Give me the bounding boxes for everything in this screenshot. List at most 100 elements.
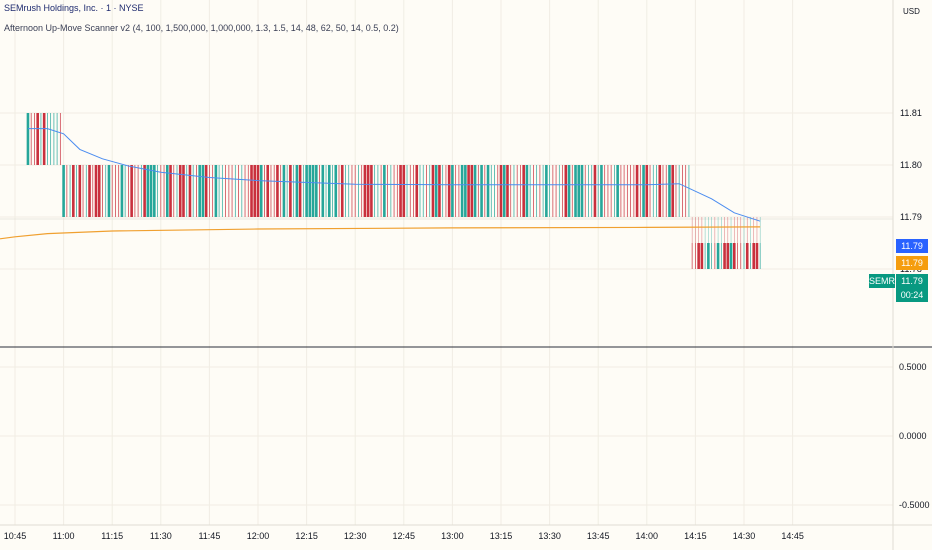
candle-body: [256, 165, 260, 217]
candle-body: [78, 165, 82, 217]
time-tick-label: 12:45: [393, 531, 416, 541]
candle-body: [470, 165, 474, 217]
time-tick-label: 11:00: [53, 531, 75, 541]
candle-body: [635, 165, 639, 217]
time-tick-label: 11:45: [198, 531, 220, 541]
time-tick-label: 14:00: [636, 531, 659, 541]
time-tick-label: 13:30: [538, 531, 561, 541]
grid: [0, 0, 893, 525]
ticker-badge: SEMR: [869, 274, 896, 288]
indicator-tick-label: 0.5000: [899, 362, 927, 372]
symbol-title[interactable]: SEMrush Holdings, Inc. · 1 · NYSE: [4, 3, 144, 13]
candle-body: [723, 243, 726, 269]
candle-body: [716, 243, 720, 269]
candle-body: [525, 165, 529, 217]
time-tick-label: 14:30: [733, 531, 756, 541]
candle-body: [502, 165, 506, 217]
candle-body: [460, 165, 464, 217]
time-tick-label: 14:45: [781, 531, 804, 541]
indicator-tick-label: -0.5000: [899, 500, 930, 510]
candle-body: [464, 165, 467, 217]
candle-body: [204, 165, 208, 217]
candle-body: [250, 165, 253, 217]
candle-body: [755, 243, 759, 269]
candle-body: [153, 165, 156, 217]
time-tick-label: 14:15: [684, 531, 707, 541]
vwap-value-badge: 11.79: [896, 256, 928, 270]
candle-body: [295, 165, 299, 217]
time-tick-label: 11:30: [150, 531, 172, 541]
candle-body: [266, 165, 270, 217]
price-tick-label: 11.80: [900, 160, 922, 170]
candle-body: [26, 113, 30, 165]
candle-body: [282, 165, 286, 217]
candle-body: [567, 165, 571, 217]
candle-body: [480, 165, 483, 217]
candle-body: [169, 165, 172, 217]
candle-body: [88, 165, 91, 217]
bar-countdown-badge: 00:24: [896, 288, 928, 302]
candle-body: [383, 165, 386, 217]
candle-body: [311, 165, 315, 217]
moving-average-line: [28, 128, 761, 222]
candle-body: [697, 243, 700, 269]
time-tick-label: 11:15: [101, 531, 123, 541]
candle-body: [334, 165, 338, 217]
time-tick-label: 13:15: [490, 531, 513, 541]
candle-body: [506, 165, 509, 217]
candle-body: [600, 165, 603, 217]
candle-body: [431, 165, 435, 217]
candle-body: [340, 165, 344, 217]
candle-body: [671, 165, 675, 217]
price-tick-label: 11.79: [900, 212, 922, 222]
price-tick-label: 11.81: [900, 108, 922, 118]
candle-body: [564, 165, 568, 217]
candle-body: [642, 165, 645, 217]
candle-body: [253, 165, 257, 217]
candle-body: [658, 165, 662, 217]
candle-body: [36, 113, 39, 165]
candle-body: [178, 165, 182, 217]
vwap-line: [0, 226, 761, 240]
candle-body: [645, 165, 649, 217]
candle-body: [707, 243, 710, 269]
time-tick-label: 13:00: [441, 531, 464, 541]
candle-body: [729, 243, 733, 269]
time-tick-label: 10:45: [4, 531, 27, 541]
candle-body: [146, 165, 150, 217]
candle-body: [276, 165, 279, 217]
candle-body: [593, 165, 597, 217]
candle-body: [366, 165, 370, 217]
time-tick-label: 12:00: [247, 531, 270, 541]
candle-body: [259, 165, 263, 217]
candle-body: [577, 165, 581, 217]
candle-body: [700, 243, 704, 269]
currency-label: USD: [903, 7, 920, 16]
candle-body: [315, 165, 318, 217]
candle-body: [298, 165, 302, 217]
candle-body: [522, 165, 525, 217]
candle-body: [499, 165, 503, 217]
candle-body: [97, 165, 101, 217]
indicator-tick-label: 0.0000: [899, 431, 927, 441]
ma-value-badge: 11.79: [896, 239, 928, 253]
candle-body: [545, 165, 548, 217]
candle-body: [107, 165, 111, 217]
time-tick-label: 12:30: [344, 531, 367, 541]
indicator-legend[interactable]: Afternoon Up-Move Scanner v2 (4, 100, 1,…: [4, 23, 399, 33]
candles: [26, 113, 761, 269]
candle-body: [182, 165, 185, 217]
candle-body: [574, 165, 577, 217]
candle-body: [726, 243, 730, 269]
candle-body: [415, 165, 419, 217]
last-price-badge: 11.79: [896, 274, 928, 288]
candle-body: [130, 165, 133, 217]
candle-body: [370, 165, 373, 217]
time-tick-label: 12:15: [295, 531, 318, 541]
candle-body: [363, 165, 367, 217]
candle-body: [732, 243, 736, 269]
candle-body: [72, 165, 75, 217]
candle-body: [94, 165, 98, 217]
